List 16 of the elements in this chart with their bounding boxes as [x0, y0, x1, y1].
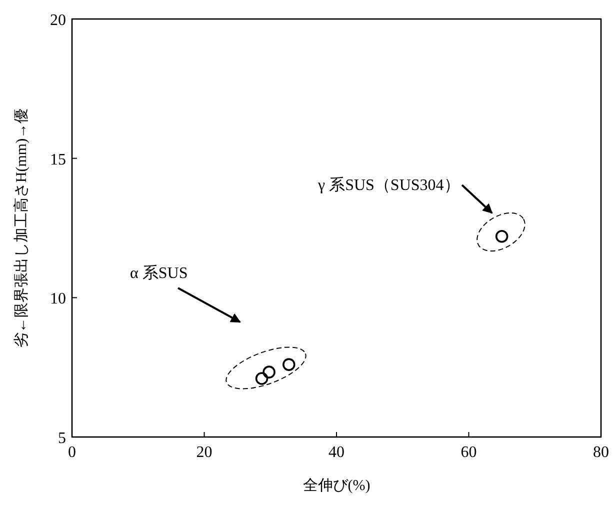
y-tick-label: 20	[50, 12, 66, 29]
y-tick-label: 5	[58, 430, 66, 447]
point	[282, 358, 296, 371]
x-tick-label: 60	[460, 444, 477, 461]
y-axis-title: 劣←限界張出し加工高さH(mm)→優	[13, 108, 30, 348]
x-tick-label: 0	[68, 444, 76, 461]
point	[262, 366, 276, 378]
x-tick-label: 80	[593, 444, 609, 461]
annotation: γ 系SUS（SUS304）	[317, 176, 460, 194]
y-tick-label: 15	[50, 151, 66, 168]
x-axis-title: 全伸び(%)	[302, 477, 370, 494]
annotation: α 系SUS	[130, 264, 188, 282]
y-tick-label: 10	[50, 290, 66, 308]
point	[255, 372, 268, 385]
x-tick-label: 40	[328, 444, 344, 461]
x-tick-label: 20	[196, 444, 212, 461]
